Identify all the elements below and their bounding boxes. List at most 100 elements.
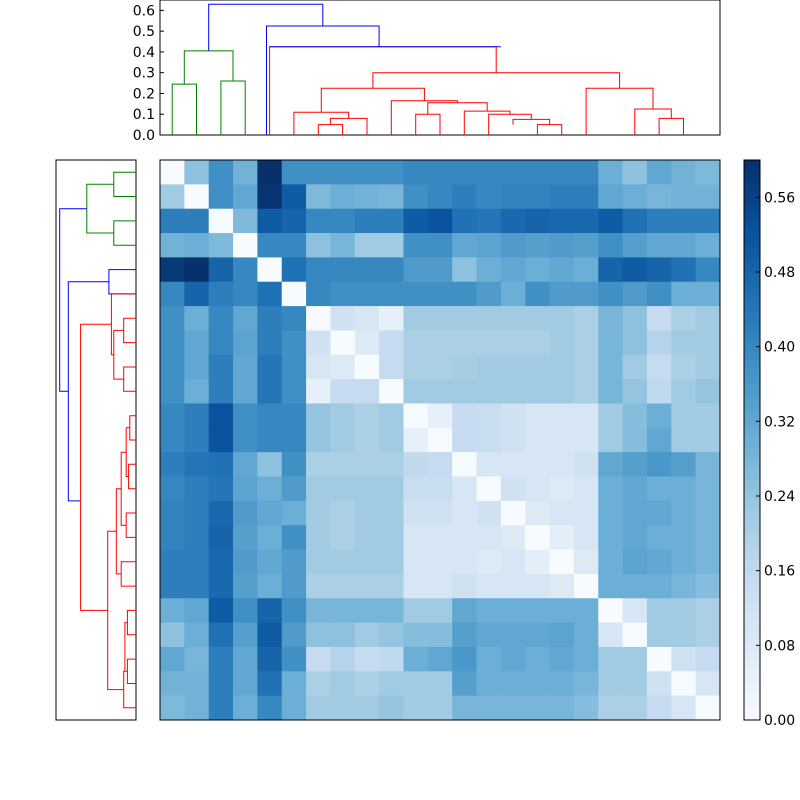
heatmap-cell — [208, 573, 234, 599]
heatmap-cell — [281, 379, 307, 404]
heatmap-cell — [379, 427, 404, 453]
heatmap-cell — [354, 476, 380, 502]
heatmap-cell — [573, 476, 599, 502]
heatmap-cell — [622, 525, 648, 550]
heatmap-cell — [184, 525, 210, 550]
heatmap-cell — [695, 184, 721, 210]
heatmap-cell — [330, 573, 356, 599]
heatmap-frame — [159, 159, 721, 721]
heatmap-cell — [379, 598, 404, 624]
heatmap-cell — [549, 622, 575, 648]
heatmap-cell — [257, 598, 283, 624]
heatmap-cell — [379, 525, 404, 550]
heatmap-cell — [160, 525, 185, 550]
heatmap-cell — [427, 306, 453, 331]
heatmap-cell — [233, 622, 258, 648]
heatmap-cell — [549, 306, 575, 331]
heatmap-cell — [573, 427, 599, 453]
heatmap-cell — [427, 160, 453, 185]
y-tick-label: 0.5 — [133, 24, 155, 40]
heatmap-cell — [208, 476, 234, 502]
heatmap-cell — [427, 500, 453, 526]
heatmap-cell — [257, 306, 283, 331]
heatmap-cell — [208, 525, 234, 550]
heatmap-cell — [622, 403, 648, 429]
heatmap-cell — [500, 160, 526, 185]
heatmap-cell — [476, 500, 502, 526]
heatmap-cell — [403, 379, 429, 404]
heatmap-cell — [476, 573, 502, 599]
heatmap-cell — [208, 671, 234, 697]
heatmap-cell — [695, 476, 721, 502]
heatmap-cell — [306, 306, 331, 331]
dendrogram-link — [59, 208, 87, 392]
heatmap-cell — [257, 233, 283, 258]
heatmap-cell — [379, 379, 404, 404]
heatmap-cell — [695, 160, 721, 185]
heatmap-cell — [257, 330, 283, 356]
heatmap-cell — [525, 233, 550, 258]
heatmap-cell — [354, 573, 380, 599]
heatmap-cell — [160, 354, 185, 380]
heatmap-cell — [549, 427, 575, 453]
heatmap-cell — [403, 500, 429, 526]
heatmap-cell — [354, 208, 380, 234]
heatmap-cell — [379, 330, 404, 356]
heatmap-cell — [622, 354, 648, 380]
heatmap-cell — [184, 646, 210, 672]
heatmap-cell — [379, 233, 404, 258]
heatmap-cell — [646, 281, 672, 307]
heatmap-cell — [525, 306, 550, 331]
heatmap-cell — [549, 573, 575, 599]
colorbar-tick-label: 0.56 — [764, 190, 795, 206]
heatmap-cell — [549, 379, 575, 404]
heatmap-cell — [549, 500, 575, 526]
heatmap-cell — [671, 646, 697, 672]
heatmap-cell — [257, 646, 283, 672]
heatmap-cell — [476, 379, 502, 404]
heatmap-cell — [257, 160, 283, 185]
heatmap-cell — [354, 525, 380, 550]
heatmap-cell — [500, 622, 526, 648]
heatmap-cell — [525, 427, 550, 453]
left-dendrogram-frame — [55, 159, 137, 721]
heatmap-cell — [160, 549, 185, 575]
dendrogram-link — [80, 323, 112, 611]
heatmap-cell — [525, 500, 550, 526]
heatmap-cell — [160, 233, 185, 258]
heatmap-cell — [573, 671, 599, 697]
heatmap-cell — [330, 476, 356, 502]
heatmap-cell — [549, 184, 575, 210]
heatmap-cell — [233, 671, 258, 697]
heatmap-cell — [233, 476, 258, 502]
heatmap-cell — [257, 354, 283, 380]
heatmap-cell — [184, 573, 210, 599]
heatmap-cell — [160, 500, 185, 526]
heatmap-cell — [208, 208, 234, 234]
heatmap-cell — [500, 184, 526, 210]
heatmap-cell — [330, 695, 356, 721]
heatmap-cell — [403, 281, 429, 307]
heatmap-cell — [281, 306, 307, 331]
heatmap-cell — [184, 622, 210, 648]
heatmap-cell — [160, 257, 185, 283]
heatmap-cell — [622, 330, 648, 356]
heatmap-cell — [476, 671, 502, 697]
heatmap-cell — [427, 476, 453, 502]
heatmap-cell — [452, 354, 477, 380]
heatmap-cell — [671, 671, 697, 697]
heatmap-cell — [646, 500, 672, 526]
heatmap-cell — [403, 476, 429, 502]
heatmap-cell — [330, 671, 356, 697]
heatmap-cell — [330, 598, 356, 624]
heatmap-cell — [403, 184, 429, 210]
heatmap-cell — [354, 379, 380, 404]
heatmap-cell — [549, 233, 575, 258]
heatmap-cell — [330, 646, 356, 672]
heatmap-cell — [598, 573, 624, 599]
heatmap-cell — [330, 306, 356, 331]
heatmap-cell — [427, 549, 453, 575]
heatmap-cell — [160, 281, 185, 307]
dendrogram-link — [208, 3, 324, 51]
heatmap-cell — [354, 403, 380, 429]
